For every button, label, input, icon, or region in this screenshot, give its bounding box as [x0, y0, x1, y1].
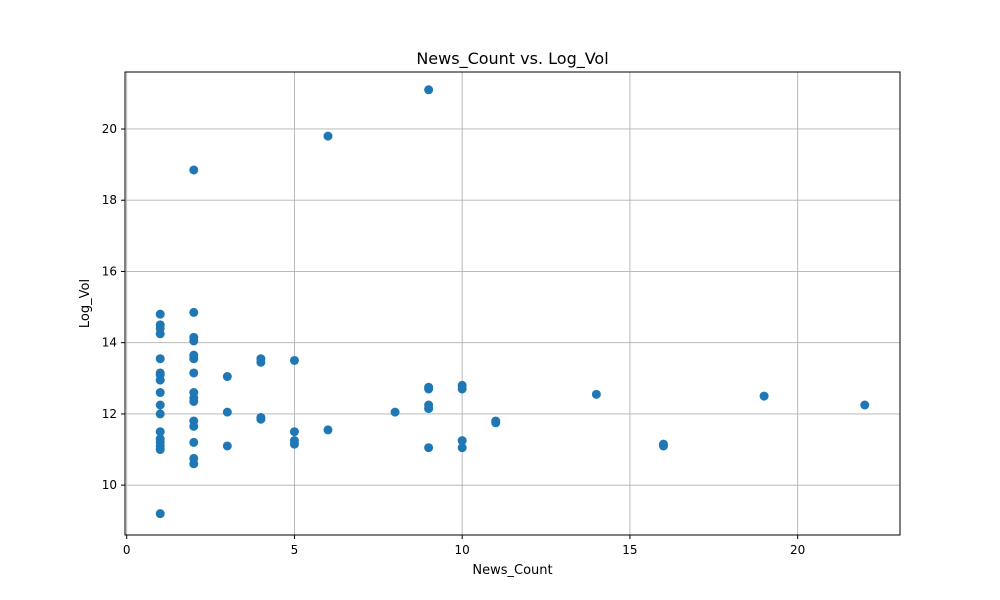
- y-tick-label: 18: [102, 193, 117, 207]
- data-point: [424, 85, 433, 94]
- data-points: [156, 85, 870, 518]
- data-point: [156, 409, 165, 418]
- data-point: [256, 413, 265, 422]
- y-axis-ticks: 10 12 14 16 18 20: [102, 122, 125, 492]
- x-tick-label: 15: [622, 543, 637, 557]
- data-point: [223, 441, 232, 450]
- data-point: [323, 132, 332, 141]
- data-point: [156, 401, 165, 410]
- data-point: [424, 401, 433, 410]
- data-point: [458, 436, 467, 445]
- y-tick-label: 12: [102, 407, 117, 421]
- data-point: [290, 436, 299, 445]
- x-tick-label: 5: [291, 543, 299, 557]
- data-point: [592, 390, 601, 399]
- x-axis-ticks: 0 5 10 15 20: [123, 535, 805, 557]
- data-point: [659, 440, 668, 449]
- plot-frame: [125, 72, 900, 535]
- data-point: [223, 408, 232, 417]
- x-axis-label: News_Count: [472, 563, 552, 578]
- data-point: [189, 351, 198, 360]
- data-point: [189, 308, 198, 317]
- data-point: [189, 417, 198, 426]
- data-point: [189, 454, 198, 463]
- data-point: [424, 443, 433, 452]
- data-point: [156, 368, 165, 377]
- data-point: [189, 333, 198, 342]
- x-tick-label: 10: [455, 543, 470, 557]
- data-point: [156, 427, 165, 436]
- chart-title: News_Count vs. Log_Vol: [416, 49, 608, 69]
- y-tick-label: 10: [102, 478, 117, 492]
- data-point: [760, 392, 769, 401]
- data-point: [290, 356, 299, 365]
- data-point: [189, 165, 198, 174]
- data-point: [458, 381, 467, 390]
- grid-lines: [125, 72, 900, 535]
- data-point: [156, 320, 165, 329]
- y-tick-label: 14: [102, 336, 117, 350]
- data-point: [391, 408, 400, 417]
- data-point: [156, 509, 165, 518]
- data-point: [424, 383, 433, 392]
- x-tick-label: 20: [790, 543, 805, 557]
- data-point: [156, 354, 165, 363]
- data-point: [290, 427, 299, 436]
- data-point: [189, 388, 198, 397]
- data-point: [223, 372, 232, 381]
- data-point: [256, 354, 265, 363]
- data-point: [156, 310, 165, 319]
- y-tick-label: 16: [102, 264, 117, 278]
- data-point: [189, 438, 198, 447]
- y-tick-label: 20: [102, 122, 117, 136]
- data-point: [189, 368, 198, 377]
- y-axis-label: Log_Vol: [78, 279, 93, 328]
- data-point: [860, 401, 869, 410]
- data-point: [323, 425, 332, 434]
- x-tick-label: 0: [123, 543, 131, 557]
- data-point: [491, 417, 500, 426]
- data-point: [156, 388, 165, 397]
